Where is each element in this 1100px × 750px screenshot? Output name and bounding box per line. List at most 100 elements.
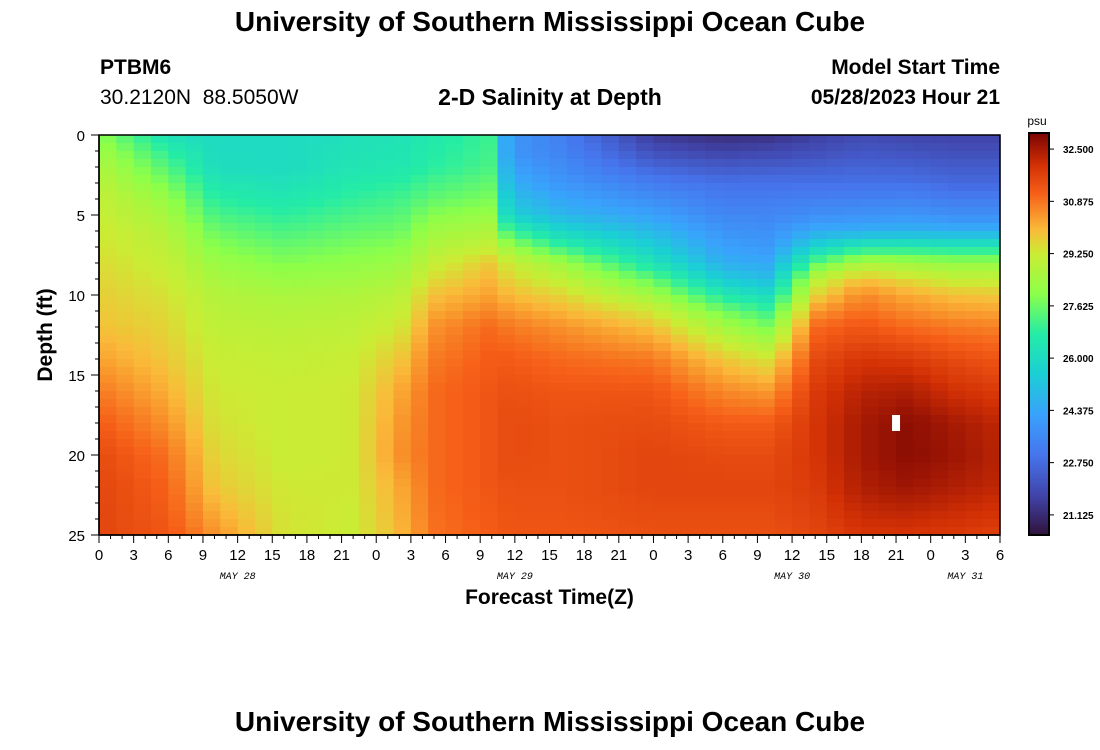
heatmap-cell <box>618 255 637 264</box>
heatmap-cell <box>462 295 481 304</box>
heatmap-cell <box>757 263 776 272</box>
heatmap-cell <box>289 287 308 296</box>
heatmap-cell <box>601 151 620 160</box>
heatmap-cell <box>636 255 655 264</box>
heatmap-cell <box>584 279 603 288</box>
heatmap-cell <box>185 479 204 488</box>
heatmap-cell <box>566 135 585 144</box>
heatmap-cell <box>705 479 724 488</box>
heatmap-cell <box>133 375 152 384</box>
heatmap-cell <box>930 439 949 448</box>
heatmap-cell <box>774 487 793 496</box>
heatmap-cell <box>965 335 984 344</box>
heatmap-cell <box>809 279 828 288</box>
heatmap-cell <box>826 303 845 312</box>
heatmap-cell <box>237 359 256 368</box>
heatmap-cell <box>653 287 672 296</box>
heatmap-cell <box>480 231 499 240</box>
heatmap-cell <box>809 359 828 368</box>
heatmap-cell <box>566 415 585 424</box>
heatmap-cell <box>896 431 914 440</box>
heatmap-cell <box>861 511 880 520</box>
heatmap-cell <box>497 143 516 152</box>
heatmap-cell <box>861 415 880 424</box>
heatmap-cell <box>376 167 395 176</box>
model-start-time: 05/28/2023 Hour 21 <box>810 86 1000 109</box>
heatmap-cell <box>202 295 221 304</box>
heatmap-cell <box>306 463 325 472</box>
heatmap-cell <box>376 431 395 440</box>
heatmap-cell <box>393 447 412 456</box>
heatmap-cell <box>480 327 499 336</box>
heatmap-cell <box>965 463 984 472</box>
heatmap-cell <box>376 255 395 264</box>
heatmap-cell <box>272 255 291 264</box>
heatmap-cell <box>653 247 672 256</box>
heatmap-cell <box>150 215 169 224</box>
heatmap-cell <box>376 303 395 312</box>
heatmap-cell <box>705 327 724 336</box>
heatmap-cell <box>341 223 360 232</box>
heatmap-cell <box>341 367 360 376</box>
heatmap-cell <box>289 215 308 224</box>
heatmap-cell <box>930 239 949 248</box>
heatmap-cell <box>254 207 273 216</box>
heatmap-cell <box>445 439 464 448</box>
heatmap-cell <box>306 431 325 440</box>
heatmap-cell <box>480 255 499 264</box>
heatmap-cell <box>133 215 152 224</box>
heatmap-cell <box>774 423 793 432</box>
heatmap-cell <box>306 287 325 296</box>
heatmap-cell <box>341 455 360 464</box>
heatmap-cell <box>150 279 169 288</box>
heatmap-cell <box>584 183 603 192</box>
heatmap-cell <box>150 207 169 216</box>
heatmap-cell <box>722 351 741 360</box>
heatmap-cell <box>705 415 724 424</box>
heatmap-cell <box>393 471 412 480</box>
heatmap-cell <box>653 327 672 336</box>
heatmap-cell <box>341 167 360 176</box>
heatmap-cell <box>930 343 949 352</box>
heatmap-cell <box>220 199 239 208</box>
heatmap-cell <box>514 279 533 288</box>
heatmap-cell <box>185 311 204 320</box>
heatmap-cell <box>948 287 966 296</box>
heatmap-cell <box>566 247 585 256</box>
heatmap-cell <box>289 255 308 264</box>
heatmap-cell <box>948 423 966 432</box>
heatmap-cell <box>99 367 117 376</box>
heatmap-cell <box>150 151 169 160</box>
heatmap-cell <box>514 135 533 144</box>
heatmap-cell <box>168 479 187 488</box>
heatmap-cell <box>410 135 429 144</box>
heatmap-cell <box>636 519 655 528</box>
heatmap-cell <box>133 383 152 392</box>
heatmap-cell <box>341 319 360 328</box>
heatmap-cell <box>358 159 377 168</box>
heatmap-cell <box>254 239 273 248</box>
heatmap-cell <box>324 215 343 224</box>
heatmap-cell <box>116 487 135 496</box>
heatmap-cell <box>653 199 672 208</box>
heatmap-cell <box>861 311 880 320</box>
x-tick-label: 0 <box>372 547 380 564</box>
heatmap-cell <box>220 335 239 344</box>
heatmap-cell <box>202 223 221 232</box>
heatmap-cell <box>722 335 741 344</box>
heatmap-cell <box>202 487 221 496</box>
heatmap-cell <box>722 463 741 472</box>
heatmap-cell <box>705 423 724 432</box>
heatmap-cell <box>99 383 117 392</box>
heatmap-cell <box>410 511 429 520</box>
heatmap-cell <box>532 383 551 392</box>
heatmap-cell <box>705 439 724 448</box>
heatmap-cell <box>514 503 533 512</box>
heatmap-cell <box>757 431 776 440</box>
heatmap-cell <box>809 135 828 144</box>
heatmap-cell <box>844 279 862 288</box>
heatmap-cell <box>133 327 152 336</box>
heatmap-cell <box>462 263 481 272</box>
heatmap-cell <box>826 415 845 424</box>
heatmap-cell <box>826 263 845 272</box>
